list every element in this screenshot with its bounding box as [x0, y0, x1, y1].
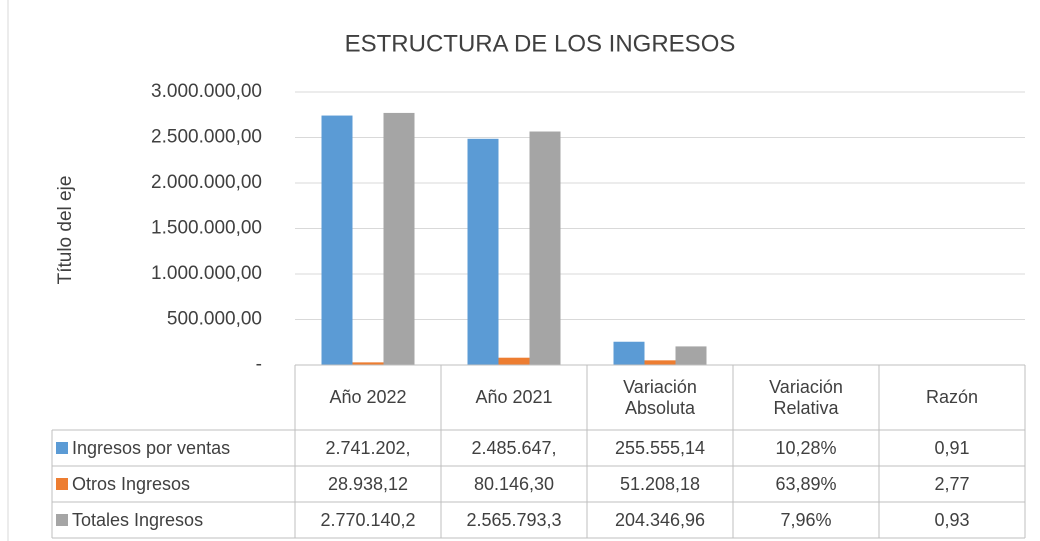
data-table-value: 204.346,96	[614, 509, 706, 530]
bar	[644, 360, 676, 365]
y-axis-title: Título del eje	[55, 176, 76, 285]
chart-title: ESTRUCTURA DE LOS INGRESOS	[345, 30, 736, 57]
legend-key	[56, 478, 68, 490]
bar	[383, 112, 415, 366]
bar	[675, 346, 707, 365]
data-table-value: 28.938,12	[327, 473, 409, 494]
category-label: Variación Relativa	[769, 376, 843, 418]
data-table-value: 0,93	[934, 509, 970, 530]
legend-label: Ingresos por ventas	[72, 437, 231, 458]
bar	[613, 341, 645, 365]
legend-label: Totales Ingresos	[72, 509, 204, 530]
category-label: Año 2021	[475, 387, 553, 407]
legend-key	[56, 514, 68, 526]
y-tick-label: 500.000,00	[167, 309, 262, 330]
data-table-value: 2.565.793,3	[466, 509, 562, 530]
bar	[352, 362, 384, 365]
data-table-value: 63,89%	[775, 473, 837, 494]
category-label: Razón	[925, 387, 979, 407]
data-table-value: 2.770.140,2	[320, 509, 416, 530]
bar	[498, 357, 530, 365]
data-table-value: 10,28%	[775, 437, 837, 458]
data-table-value: 0,91	[934, 437, 970, 458]
data-table-value: 51.208,18	[619, 473, 701, 494]
data-table-value: 2.485.647,	[471, 437, 557, 458]
bar	[467, 138, 499, 365]
data-table-value: 2,77	[934, 473, 970, 494]
bar	[321, 115, 353, 365]
y-tick-label: 1.000.000,00	[151, 263, 262, 284]
y-tick-label: 2.000.000,00	[151, 172, 262, 193]
y-tick-label: 3.000.000,00	[151, 81, 262, 102]
bar	[529, 131, 561, 365]
y-tick-label: -	[256, 354, 262, 375]
y-tick-label: 2.500.000,00	[151, 127, 262, 148]
category-label: Año 2022	[329, 387, 407, 407]
data-table-value: 255.555,14	[614, 437, 706, 458]
data-table-value: 7,96%	[780, 509, 832, 530]
legend-key	[56, 442, 68, 454]
data-table-value: 80.146,30	[473, 473, 555, 494]
category-label: Variación Absoluta	[623, 376, 697, 418]
y-tick-label: 1.500.000,00	[151, 218, 262, 239]
legend-label: Otros Ingresos	[72, 473, 191, 494]
data-table-value: 2.741.202,	[325, 437, 411, 458]
